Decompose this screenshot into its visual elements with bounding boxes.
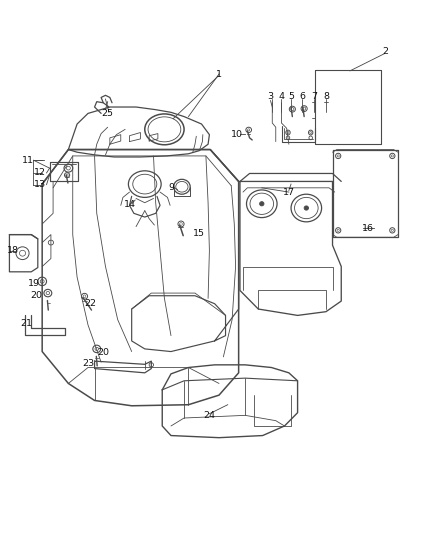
Text: 2: 2 [382, 47, 388, 55]
Text: 12: 12 [34, 168, 46, 177]
Text: 7: 7 [311, 92, 317, 101]
Text: 10: 10 [231, 130, 244, 139]
Text: 3: 3 [268, 92, 274, 101]
Text: 17: 17 [283, 188, 295, 197]
Text: 20: 20 [97, 348, 110, 357]
Text: 21: 21 [20, 319, 32, 328]
Text: 19: 19 [28, 279, 39, 288]
Text: 8: 8 [323, 92, 329, 101]
Text: 1: 1 [216, 70, 222, 78]
Text: 20: 20 [31, 291, 42, 300]
Text: 23: 23 [82, 359, 94, 368]
Text: 11: 11 [22, 156, 34, 165]
Text: 22: 22 [84, 299, 96, 308]
Text: 24: 24 [203, 411, 215, 420]
Text: 6: 6 [299, 92, 305, 101]
Text: 9: 9 [168, 183, 174, 192]
Text: 16: 16 [361, 224, 374, 233]
Text: 5: 5 [288, 92, 294, 101]
Ellipse shape [304, 206, 308, 210]
Text: 18: 18 [7, 246, 19, 255]
Text: 13: 13 [34, 180, 46, 189]
Text: 4: 4 [279, 92, 284, 101]
Text: 15: 15 [193, 229, 205, 238]
Text: 25: 25 [102, 109, 114, 118]
Text: 14: 14 [124, 200, 135, 209]
Ellipse shape [260, 201, 264, 206]
